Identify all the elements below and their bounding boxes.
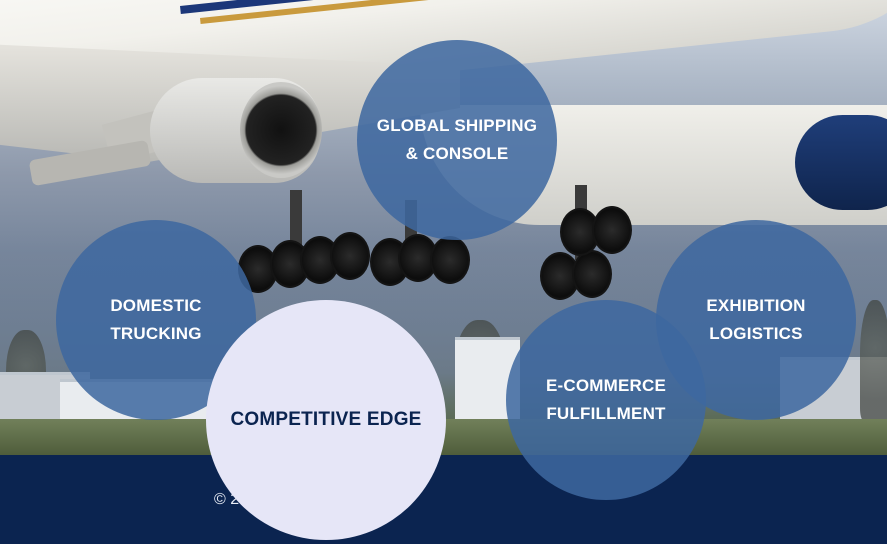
landing-gear-tire: [330, 232, 370, 280]
service-circle-exhibition-logistics[interactable]: EXHIBITION LOGISTICS: [656, 220, 856, 420]
landing-gear-tire: [430, 236, 470, 284]
landing-gear-tire: [572, 250, 612, 298]
airplane-engine-right: [795, 115, 887, 210]
service-label-ecommerce-fulfillment: E-COMMERCE FULFILLMENT: [545, 376, 667, 423]
competitive-edge-label: COMPETITIVE EDGE: [230, 409, 422, 430]
service-label-exhibition-logistics: EXHIBITION LOGISTICS: [706, 296, 806, 343]
service-circle-ecommerce-fulfillment[interactable]: E-COMMERCE FULFILLMENT: [506, 300, 706, 500]
service-label-global-shipping: GLOBAL SHIPPING & CONSOLE: [376, 116, 538, 163]
tree: [860, 300, 887, 420]
landing-gear-strut: [290, 190, 302, 250]
landing-gear-tire: [592, 206, 632, 254]
landing-gear-tire: [300, 236, 340, 284]
service-label-domestic-trucking: DOMESTIC TRUCKING: [110, 296, 202, 343]
competitive-edge-circle[interactable]: COMPETITIVE EDGE: [206, 300, 446, 540]
service-circle-global-shipping[interactable]: GLOBAL SHIPPING & CONSOLE: [357, 40, 557, 240]
engine-intake: [240, 82, 322, 178]
footer: [0, 455, 887, 544]
